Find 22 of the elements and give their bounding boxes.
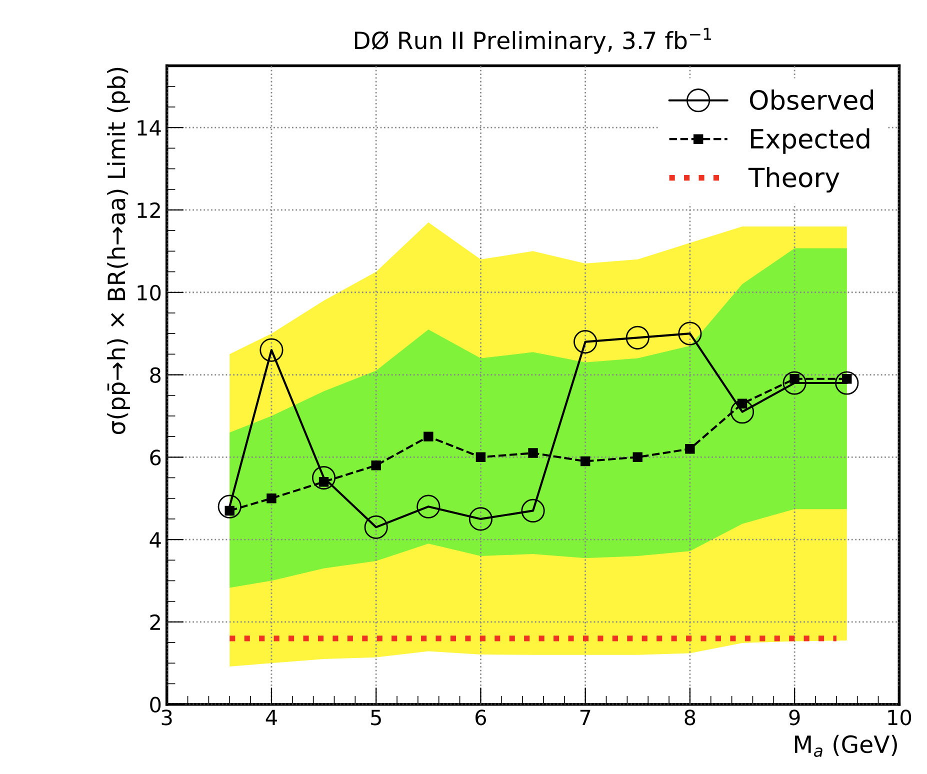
x-tick-label: 10 <box>888 710 912 726</box>
y-tick-label: 8 <box>150 367 161 383</box>
x-tick-label: 4 <box>266 710 277 726</box>
x-tick-label: 9 <box>789 710 800 726</box>
x-tick-label: 8 <box>684 710 696 726</box>
y-tick-label: 4 <box>150 532 161 548</box>
x-tick-label: 5 <box>371 710 381 726</box>
chart-title: DØ Run II Preliminary, 3.7 fb$^{−1}$ <box>354 28 712 54</box>
x-axis-title: M$_{a}$ (GeV) <box>795 734 897 757</box>
y-tick-label: 0 <box>150 696 161 713</box>
x-tick-label: 7 <box>580 710 590 726</box>
legend-label: Theory <box>748 167 840 193</box>
y-tick-label: 10 <box>138 284 161 301</box>
y-tick-label: 12 <box>138 202 160 218</box>
y-axis-title: σ(pp̄→h) × BR(h→aa) Limit (pb) <box>107 68 130 434</box>
y-tick-label: 14 <box>138 120 161 136</box>
legend-label: Expected <box>751 128 870 154</box>
y-tick-label: 6 <box>150 450 161 466</box>
legend-label: Observed <box>750 90 874 110</box>
x-tick-label: 3 <box>162 710 172 726</box>
x-tick-label: 6 <box>476 710 486 726</box>
y-tick-label: 2 <box>150 614 160 630</box>
